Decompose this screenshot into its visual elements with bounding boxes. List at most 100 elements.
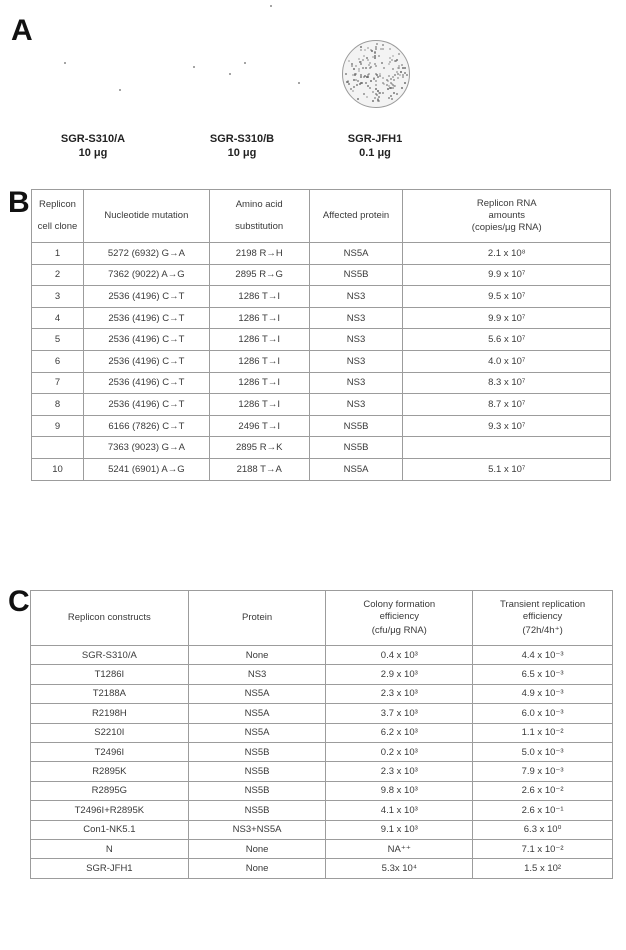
colony-speck bbox=[362, 59, 365, 62]
colony-speck bbox=[378, 72, 381, 75]
colony-speck bbox=[395, 71, 398, 74]
colony-speck bbox=[363, 92, 366, 95]
dish-name: SGR-S310/A bbox=[60, 133, 126, 145]
colony-speck bbox=[387, 80, 390, 83]
protein-cell: NS3 bbox=[308, 393, 404, 416]
header-colony: Colony formation efficiency (cfu/μg RNA) bbox=[325, 590, 474, 646]
colony-speck bbox=[389, 87, 392, 90]
clone-cell: 7 bbox=[31, 371, 84, 395]
nucleotide-cell: 7363 (9023) G→A bbox=[82, 436, 210, 459]
table-row: R2895G NS5B 9.8 x 10³ 2.6 x 10⁻² bbox=[30, 780, 613, 802]
transient-efficiency-cell: 2.6 x 10⁻² bbox=[472, 780, 613, 802]
clone-cell bbox=[31, 436, 84, 459]
colony-speck bbox=[357, 67, 360, 70]
colony-efficiency-cell: 2.3 x 10³ bbox=[325, 761, 474, 782]
colony-speck bbox=[388, 97, 391, 100]
replicon-clone-table: Replicon cell clone Nucleotide mutation … bbox=[31, 189, 611, 481]
colony-speck bbox=[389, 82, 392, 85]
protein-cell: None bbox=[187, 838, 327, 860]
colony-speck bbox=[392, 84, 395, 87]
colony-speck bbox=[402, 75, 405, 78]
colony-speck bbox=[369, 61, 372, 64]
header-clone: Replicon cell clone bbox=[31, 189, 84, 243]
clone-cell: 5 bbox=[31, 328, 84, 351]
colony-speck bbox=[351, 74, 354, 77]
protein-cell: NS3 bbox=[308, 328, 404, 351]
colony-speck bbox=[371, 49, 374, 52]
transient-efficiency-cell: 7.1 x 10⁻² bbox=[472, 838, 613, 860]
transient-efficiency-cell: 1.5 x 10² bbox=[472, 858, 613, 879]
dish-amount: 0.1 μg bbox=[359, 147, 391, 159]
colony-speck bbox=[360, 82, 363, 85]
protein-cell: NS5B bbox=[308, 263, 404, 287]
nucleotide-cell: 5241 (6901) A→G bbox=[82, 457, 210, 481]
amino-acid-cell: 2496 T→I bbox=[208, 414, 310, 438]
amino-acid-cell: 2188 T→A bbox=[208, 457, 310, 481]
nucleotide-cell: 2536 (4196) C→T bbox=[82, 328, 210, 351]
colony-speck bbox=[367, 76, 370, 79]
table-row: 3 2536 (4196) C→T 1286 T→I NS3 9.5 x 10⁷ bbox=[31, 285, 611, 308]
colony-efficiency-cell: 9.8 x 10³ bbox=[325, 780, 474, 802]
construct-cell: T2496I bbox=[30, 741, 189, 763]
colony-speck bbox=[388, 61, 391, 64]
colony-speck bbox=[375, 45, 378, 48]
table-row: 6 2536 (4196) C→T 1286 T→I NS3 4.0 x 10⁷ bbox=[31, 349, 611, 373]
construct-cell: R2198H bbox=[30, 703, 189, 724]
colony-speck bbox=[373, 78, 376, 81]
transient-efficiency-cell: 7.9 x 10⁻³ bbox=[472, 761, 613, 782]
colony-speck bbox=[375, 88, 378, 91]
amino-acid-cell: 1286 T→I bbox=[208, 371, 310, 395]
header-nucleotide: Nucleotide mutation bbox=[82, 189, 210, 243]
transient-efficiency-cell: 2.6 x 10⁻¹ bbox=[472, 800, 613, 821]
colony-speck bbox=[366, 95, 369, 98]
table-row: 7363 (9023) G→A 2895 R→K NS5B bbox=[31, 436, 611, 459]
colony-speck bbox=[347, 80, 350, 83]
nucleotide-cell: 5272 (6932) G→A bbox=[82, 242, 210, 265]
colony-speck bbox=[381, 44, 384, 47]
colony-speck bbox=[378, 96, 381, 99]
colony-efficiency-cell: 9.1 x 10³ bbox=[325, 819, 474, 840]
colony-speck bbox=[385, 79, 388, 82]
protein-cell: NS5B bbox=[187, 761, 327, 782]
amino-acid-cell: 1286 T→I bbox=[208, 285, 310, 308]
colony-speck bbox=[349, 87, 352, 90]
colony-efficiency-cell: NA⁺⁺ bbox=[325, 838, 474, 860]
colony-speck bbox=[377, 75, 380, 78]
colony-speck bbox=[373, 57, 376, 60]
dish-label-sgr-s310b: SGR-S310/B 10 μg bbox=[187, 132, 297, 160]
colony-speck bbox=[358, 82, 361, 85]
colony-speck bbox=[354, 64, 357, 67]
colony-speck bbox=[366, 47, 369, 50]
protein-cell: NS3+NS5A bbox=[187, 819, 327, 840]
transient-efficiency-cell: 5.0 x 10⁻³ bbox=[472, 741, 613, 763]
table-row: T2496I NS5B 0.2 x 10³ 5.0 x 10⁻³ bbox=[30, 741, 613, 763]
table-row: 10 5241 (6901) A→G 2188 T→A NS5A 5.1 x 10⁷ bbox=[31, 457, 611, 481]
colony-speck bbox=[393, 84, 396, 87]
clone-cell: 10 bbox=[31, 457, 84, 481]
table-row: R2198H NS5A 3.7 x 10³ 6.0 x 10⁻³ bbox=[30, 703, 613, 724]
construct-cell: N bbox=[30, 838, 189, 860]
colony-speck bbox=[347, 80, 350, 83]
protein-cell: NS5A bbox=[308, 242, 404, 265]
amino-acid-cell: 1286 T→I bbox=[208, 328, 310, 351]
protein-cell: NS5B bbox=[187, 780, 327, 802]
colony-speck bbox=[381, 61, 384, 64]
colony-speck bbox=[405, 73, 408, 76]
colony-speck bbox=[403, 72, 406, 75]
colony-speck bbox=[390, 58, 393, 61]
amino-acid-cell: 2895 R→G bbox=[208, 263, 310, 287]
colony-speck bbox=[347, 83, 350, 86]
transient-efficiency-cell: 6.3 x 10⁰ bbox=[472, 819, 613, 840]
colony-speck bbox=[377, 54, 380, 57]
nucleotide-cell: 2536 (4196) C→T bbox=[82, 349, 210, 373]
header-text: cell clone bbox=[37, 221, 78, 232]
colony-speck bbox=[377, 89, 380, 92]
colony-speck bbox=[370, 65, 373, 68]
colony-speck bbox=[402, 67, 405, 70]
colony-speck bbox=[401, 63, 404, 66]
colony-speck bbox=[398, 67, 401, 70]
colony-speck bbox=[395, 59, 398, 62]
dish-amount: 10 μg bbox=[227, 147, 257, 159]
clone-cell: 8 bbox=[31, 393, 84, 416]
amino-acid-cell: 1286 T→I bbox=[208, 349, 310, 373]
